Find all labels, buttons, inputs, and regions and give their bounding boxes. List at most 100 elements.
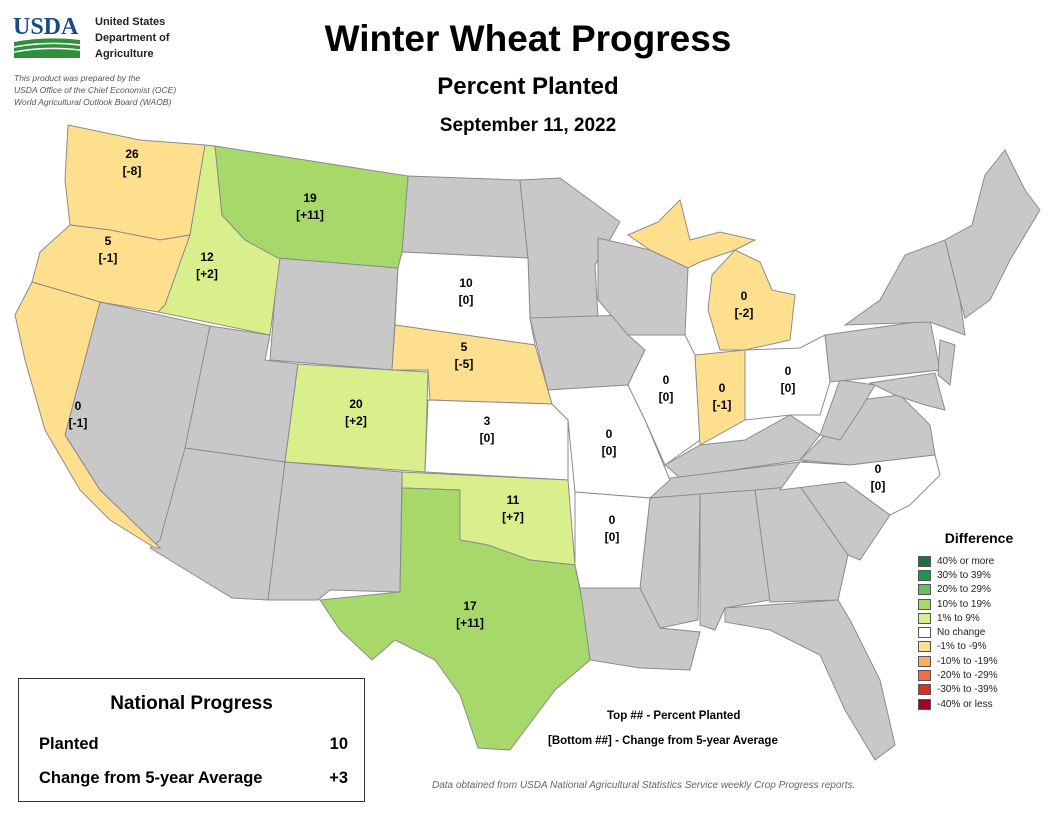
legend-item: 10% to 19%	[918, 597, 1048, 611]
state-louisiana	[579, 587, 701, 671]
label-illinois-planted: 0	[663, 373, 670, 387]
key-top-note: Top ## - Percent Planted	[607, 710, 741, 722]
label-south-dakota-change: [0]	[459, 293, 474, 307]
change-label: Change from 5-year Average	[39, 769, 263, 787]
state-pennsylvania	[824, 319, 941, 383]
label-michigan-change: [-2]	[735, 306, 754, 320]
legend-swatch	[918, 569, 931, 581]
state-north-carolina	[778, 454, 941, 516]
label-north-carolina-change: [0]	[871, 479, 886, 493]
label-oregon-change: [-1]	[99, 251, 118, 265]
label-california-planted: 0	[75, 399, 82, 413]
label-montana-planted: 19	[303, 191, 317, 205]
legend-swatch	[918, 655, 931, 667]
state-michigan-lower	[707, 249, 796, 351]
map-date: September 11, 2022	[439, 115, 617, 136]
legend-swatch	[918, 684, 931, 696]
legend-label: 20% to 29%	[937, 584, 991, 596]
legend-title: Difference	[944, 530, 1014, 546]
label-missouri-planted: 0	[606, 427, 613, 441]
state-montana	[214, 145, 409, 269]
label-indiana-planted: 0	[719, 381, 726, 395]
state-new-england	[944, 149, 1041, 319]
planted-row: Planted 10	[39, 735, 348, 754]
legend-label: -10% to -19%	[937, 655, 998, 667]
legend-item: 30% to 39%	[918, 568, 1048, 582]
state-new-york	[843, 239, 966, 336]
label-idaho-change: [+2]	[196, 267, 218, 281]
state-washington	[64, 124, 206, 241]
state-arkansas	[574, 491, 651, 589]
label-arkansas-change: [0]	[605, 530, 620, 544]
state-texas	[319, 487, 591, 751]
legend-label: 10% to 19%	[937, 598, 991, 610]
label-texas-planted: 17	[463, 599, 477, 613]
legend-label: No change	[937, 627, 986, 639]
label-illinois-change: [0]	[659, 390, 674, 404]
legend-label: -30% to -39%	[937, 684, 998, 696]
state-kansas	[424, 399, 569, 481]
legend-item: -10% to -19%	[918, 654, 1048, 668]
legend-label: 30% to 39%	[937, 569, 991, 581]
legend-swatch	[918, 698, 931, 710]
label-michigan-planted: 0	[741, 289, 748, 303]
map-title: Winter Wheat Progress	[324, 18, 732, 59]
logo-text: USDA	[13, 14, 79, 40]
change-row: Change from 5-year Average +3	[39, 769, 348, 788]
state-new-mexico	[267, 461, 403, 601]
label-oklahoma-planted: 11	[507, 493, 520, 507]
label-nebraska-change: [-5]	[455, 357, 474, 371]
label-oklahoma-change: [+7]	[502, 510, 524, 524]
label-south-dakota-planted: 10	[459, 276, 473, 290]
legend-swatch	[918, 612, 931, 624]
legend-item: -20% to -29%	[918, 668, 1048, 682]
state-north-dakota	[401, 175, 529, 259]
legend-swatch	[918, 584, 931, 596]
usda-logo: USDA	[13, 14, 81, 58]
legend-label: 40% or more	[937, 555, 995, 567]
state-michigan-upper	[626, 199, 757, 269]
label-ohio-change: [0]	[781, 381, 796, 395]
state-west-virginia	[819, 379, 876, 441]
label-kansas-planted: 3	[484, 414, 491, 428]
label-missouri-change: [0]	[602, 444, 617, 458]
prepared-by-note: This product was prepared by the USDA Of…	[14, 73, 177, 107]
legend-swatch	[918, 641, 931, 653]
legend-item: 20% to 29%	[918, 583, 1048, 597]
state-california	[14, 281, 162, 549]
label-montana-change: [+11]	[296, 208, 324, 222]
difference-legend: Difference 40% or more 30% to 39% 20% to 2…	[918, 530, 1048, 711]
legend-item: 40% or more	[918, 554, 1048, 568]
state-ohio	[744, 334, 831, 421]
label-kansas-change: [0]	[480, 431, 495, 445]
label-california-change: [-1]	[69, 416, 88, 430]
label-colorado-change: [+2]	[345, 414, 367, 428]
state-new-jersey	[937, 339, 956, 386]
label-texas-change: [+11]	[456, 616, 484, 630]
legend-swatch	[918, 627, 931, 639]
legend-item: No change	[918, 625, 1048, 639]
change-value: +3	[329, 769, 348, 787]
label-oregon-planted: 5	[105, 234, 112, 248]
label-idaho-planted: 12	[200, 250, 214, 264]
state-colorado	[284, 363, 429, 473]
national-progress-title: National Progress	[110, 693, 273, 714]
agency-name: United States Department of Agriculture	[95, 16, 170, 60]
source-note: Data obtained from USDA National Agricul…	[432, 780, 856, 791]
legend-label: -40% or less	[937, 698, 993, 710]
legend-item: 1% to 9%	[918, 611, 1048, 625]
state-wyoming	[269, 257, 399, 371]
legend-label: 1% to 9%	[937, 612, 980, 624]
national-progress-box: National Progress Planted 10 Change from…	[18, 678, 365, 802]
label-washington-change: [-8]	[123, 164, 142, 178]
planted-label: Planted	[39, 735, 99, 753]
legend-item: -40% or less	[918, 697, 1048, 711]
map-subtitle: Percent Planted	[437, 73, 619, 100]
label-colorado-planted: 20	[349, 397, 363, 411]
legend-swatch	[918, 555, 931, 567]
label-indiana-change: [-1]	[713, 398, 732, 412]
state-illinois	[626, 334, 701, 466]
label-washington-planted: 26	[125, 147, 139, 161]
legend-item: -1% to -9%	[918, 640, 1048, 654]
